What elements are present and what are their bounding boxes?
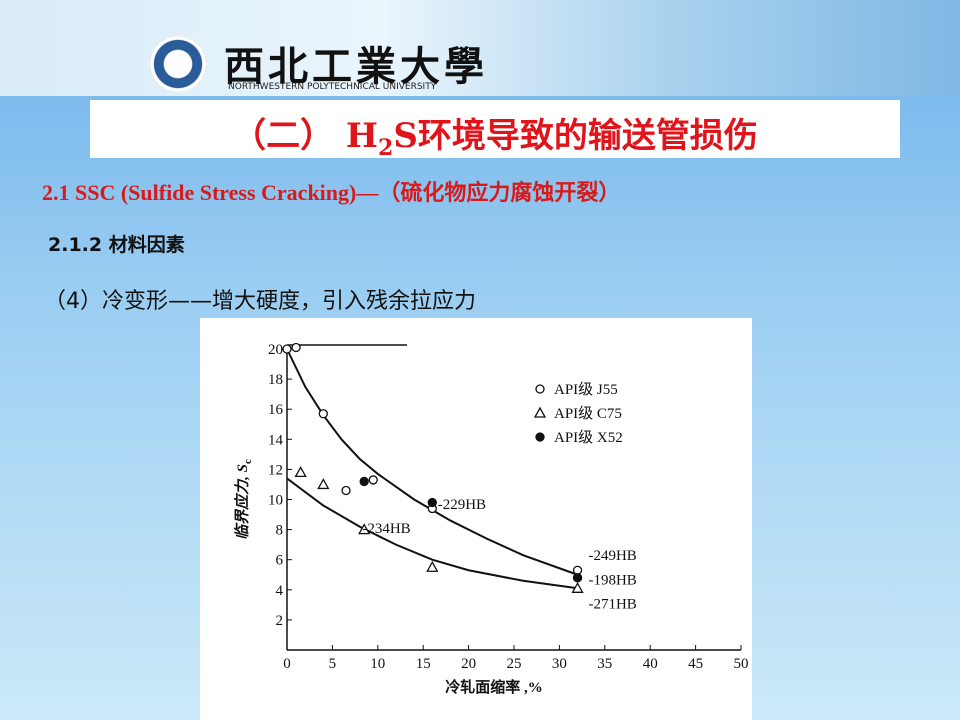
title-box: （二） H2S环境导致的输送管损伤 <box>90 100 900 161</box>
section-heading: 2.1.2 材料因素 <box>48 234 185 256</box>
y-tick-label: 18 <box>268 372 283 388</box>
legend-label: API级 C75 <box>554 405 622 422</box>
y-tick-label: 6 <box>276 553 284 569</box>
legend-label: API级 X52 <box>554 429 623 446</box>
marker-open <box>368 475 378 485</box>
x-tick-label: 50 <box>734 656 749 672</box>
x-tick-label: 10 <box>370 656 385 672</box>
x-tick-label: 15 <box>416 656 431 672</box>
marker-triangle <box>426 560 439 572</box>
marker-triangle <box>533 406 547 418</box>
marker-open <box>572 565 583 575</box>
x-tick-label: 45 <box>688 656 703 672</box>
annotation: -249HB <box>588 548 636 564</box>
chart-background <box>200 318 752 720</box>
marker-filled <box>572 573 583 583</box>
x-tick-label: 35 <box>597 656 612 672</box>
chart: 0 5 10 15 20 25 30 35 40 45 50 2 4 6 8 10 12 14 16 18 20 冷轧面缩… <box>200 318 752 720</box>
marker-open <box>318 409 328 419</box>
annotation: -234HB <box>362 521 410 537</box>
banner: 西北工業大學 NORTHWESTERN POLYTECHNICAL UNIVER… <box>0 0 960 96</box>
subtitle: 2.1 SSC (Sulfide Stress Cracking)—（硫化物应力… <box>42 180 621 205</box>
y-tick-label: 2 <box>276 613 284 629</box>
x-tick-label: 20 <box>461 656 476 672</box>
fit-curve <box>286 348 578 576</box>
x-tick-label: 0 <box>283 656 291 672</box>
title-part: S环境导致的输送管损伤 <box>393 116 758 156</box>
x-axis-label: 冷轧面缩率 ,% <box>445 678 543 696</box>
x-tick-label: 5 <box>329 656 337 672</box>
marker-triangle <box>294 466 307 478</box>
y-tick-label: 12 <box>268 462 283 478</box>
university-name-en: NORTHWESTERN POLYTECHNICAL UNIVERSITY <box>228 82 437 92</box>
marker-filled <box>359 476 369 487</box>
y-tick-label: 16 <box>268 402 284 418</box>
y-axis-label-sub: c <box>242 459 254 464</box>
slide-title: （二） H2S环境导致的输送管损伤 <box>90 108 900 161</box>
marker-triangle <box>358 523 371 535</box>
y-tick-label: 14 <box>268 432 284 448</box>
university-name: 西北工業大學 <box>224 43 488 90</box>
y-tick-label: 8 <box>276 523 284 539</box>
legend-label: API级 J55 <box>554 381 618 398</box>
y-axis-label-main: 临界应力, S <box>233 464 251 540</box>
marker-open <box>341 485 351 496</box>
y-axis-label: 临界应力, Sc <box>233 459 254 540</box>
marker-filled <box>427 497 437 508</box>
title-subscript: 2 <box>378 134 394 161</box>
x-tick-label: 40 <box>643 656 658 672</box>
annotation: -229HB <box>438 497 486 513</box>
y-tick-label: 10 <box>268 493 283 509</box>
annotation: -198HB <box>588 572 636 588</box>
marker-open <box>291 342 301 353</box>
title-part: （二） H <box>232 116 379 156</box>
marker-filled <box>535 432 545 442</box>
point-text: （4）冷变形——增大硬度，引入残余拉应力 <box>44 289 476 314</box>
x-tick-label: 30 <box>552 656 567 672</box>
marker-triangle <box>317 478 330 490</box>
marker-open <box>282 344 292 354</box>
x-tick-label: 25 <box>507 656 522 672</box>
y-tick-label: 4 <box>276 583 284 599</box>
logo <box>150 36 206 92</box>
y-tick-label: 20 <box>268 342 283 358</box>
fit-curve <box>286 477 578 590</box>
marker-open <box>535 384 545 394</box>
marker-triangle <box>571 581 584 593</box>
annotation: -271HB <box>588 596 636 612</box>
